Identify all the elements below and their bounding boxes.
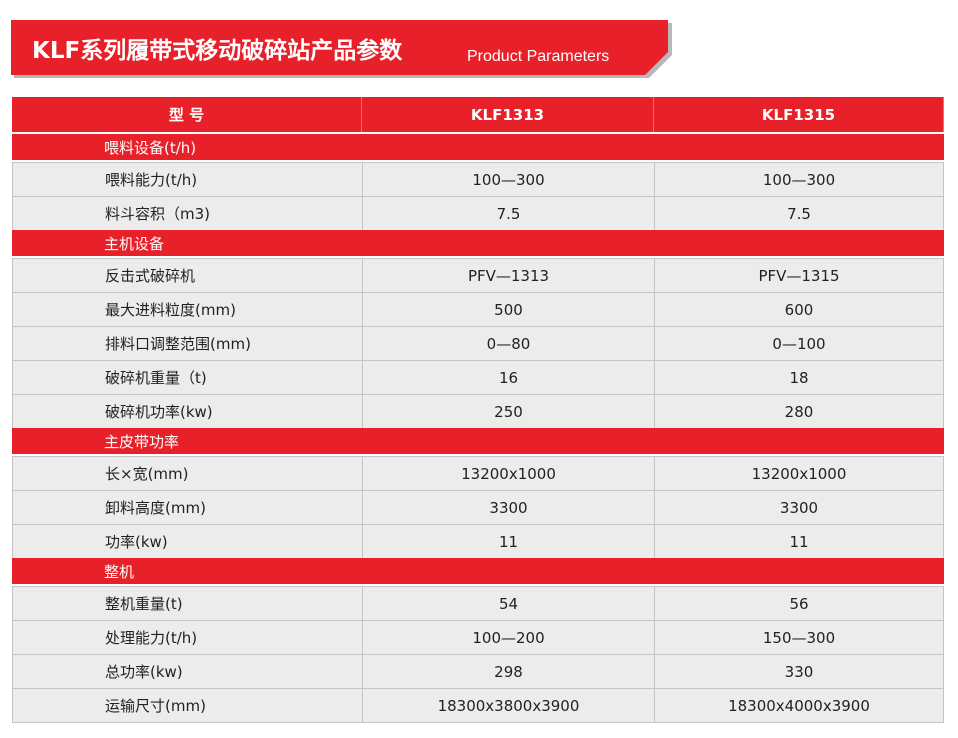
title: KLF系列履带式移动破碎站产品参数 (32, 37, 403, 64)
row-value: 100—200 (362, 620, 655, 655)
row-value: PFV—1313 (362, 258, 655, 293)
row-label: 喂料能力(t/h) (12, 162, 363, 197)
section-title: 主皮带功率 (12, 428, 944, 454)
row-value: 330 (654, 654, 944, 689)
banner: KLF系列履带式移动破碎站产品参数 Product Parameters (11, 20, 672, 78)
row-value: 18300x3800x3900 (362, 688, 655, 723)
row-label: 卸料高度(mm) (12, 490, 363, 525)
row-label: 总功率(kw) (12, 654, 363, 689)
column-header: KLF1313 (362, 97, 654, 132)
section-title: 主机设备 (12, 230, 944, 256)
row-value: 500 (362, 292, 655, 327)
row-value: 100—300 (362, 162, 655, 197)
row-value: 0—100 (654, 326, 944, 361)
row-value: 150—300 (654, 620, 944, 655)
row-label: 最大进料粒度(mm) (12, 292, 363, 327)
banner-bg (11, 20, 668, 75)
row-label: 功率(kw) (12, 524, 363, 559)
row-label: 排料口调整范围(mm) (12, 326, 363, 361)
row-value: 600 (654, 292, 944, 327)
row-value: 54 (362, 586, 655, 621)
row-label: 破碎机重量（t) (12, 360, 363, 395)
row-value: 11 (654, 524, 944, 559)
row-label: 破碎机功率(kw) (12, 394, 363, 429)
column-header: 型 号 (12, 97, 362, 132)
row-value: 100—300 (654, 162, 944, 197)
row-value: 13200x1000 (362, 456, 655, 491)
row-label: 长×宽(mm) (12, 456, 363, 491)
row-value: 250 (362, 394, 655, 429)
row-value: 0—80 (362, 326, 655, 361)
section-title: 整机 (12, 558, 944, 584)
row-value: 280 (654, 394, 944, 429)
section-title: 喂料设备(t/h) (12, 134, 944, 160)
row-value: 11 (362, 524, 655, 559)
subtitle: Product Parameters (467, 48, 609, 65)
row-label: 处理能力(t/h) (12, 620, 363, 655)
row-value: 13200x1000 (654, 456, 944, 491)
row-label: 运输尺寸(mm) (12, 688, 363, 723)
column-header: KLF1315 (654, 97, 944, 132)
row-value: 56 (654, 586, 944, 621)
row-value: 18 (654, 360, 944, 395)
row-value: 3300 (362, 490, 655, 525)
row-label: 整机重量(t) (12, 586, 363, 621)
row-value: 7.5 (654, 196, 944, 231)
row-value: 3300 (654, 490, 944, 525)
row-value: 7.5 (362, 196, 655, 231)
row-value: 16 (362, 360, 655, 395)
row-label: 料斗容积（m3) (12, 196, 363, 231)
row-value: 18300x4000x3900 (654, 688, 944, 723)
row-label: 反击式破碎机 (12, 258, 363, 293)
row-value: 298 (362, 654, 655, 689)
row-value: PFV—1315 (654, 258, 944, 293)
